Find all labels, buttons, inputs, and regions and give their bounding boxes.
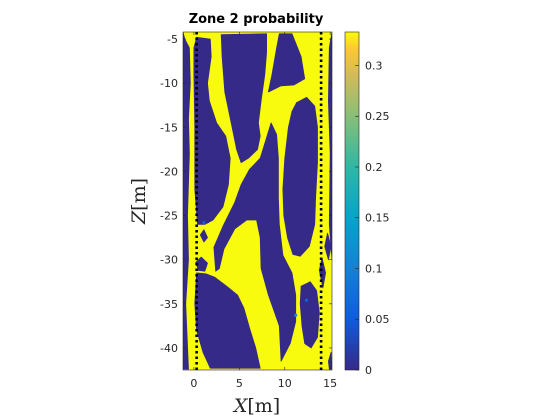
x-axis: 0 5 10 15 <box>190 32 337 390</box>
low-probability-region-15 <box>327 32 332 261</box>
y-tick-label--15: -15 <box>160 121 178 134</box>
dotted-guides <box>195 32 323 370</box>
colorbar-tick-label-6: 0.3 <box>365 59 383 72</box>
heatmap-plot <box>182 31 333 371</box>
x-tick-label-10: 10 <box>278 377 292 390</box>
x-tick-label-15: 15 <box>323 377 337 390</box>
y-tick-label--40: -40 <box>160 342 178 355</box>
low-probability-region-11 <box>199 229 208 243</box>
low-probability-region-10 <box>197 193 207 211</box>
low-probability-region-13 <box>327 351 332 370</box>
low-probability-region-12 <box>195 256 208 272</box>
colorbar-tick-label-1: 0.05 <box>365 313 390 326</box>
y-tick-label--35: -35 <box>160 298 178 311</box>
y-tick-label--5: -5 <box>167 33 178 46</box>
low-probability-region-1 <box>193 36 231 225</box>
y-axis-label-unit: [m] <box>128 178 150 211</box>
colorbar: 0 0.05 0.1 0.15 0.2 0.25 0.3 <box>344 31 390 377</box>
y-tick-label--30: -30 <box>160 254 178 267</box>
low-probability-region-4 <box>282 96 318 257</box>
y-axis-label-var: Z <box>128 210 150 225</box>
mid-probability-spot-3 <box>202 221 206 225</box>
y-tick-label--20: -20 <box>160 165 178 178</box>
colorbar-tick-label-5: 0.25 <box>365 110 390 123</box>
y-tick-label--25: -25 <box>160 210 178 223</box>
x-axis-label-unit: [m] <box>247 395 280 417</box>
x-axis-label: X[m] <box>232 395 280 417</box>
x-tick-label-5: 5 <box>236 377 243 390</box>
low-probability-region-7 <box>299 281 320 349</box>
mid-probability-spot-2 <box>304 298 309 302</box>
x-axis-label-var: X <box>232 395 249 417</box>
colorbar-tick-label-4: 0.2 <box>365 161 383 174</box>
y-tick-label--10: -10 <box>160 77 178 90</box>
colorbar-tick-label-2: 0.1 <box>365 262 383 275</box>
low-probability-region-5 <box>213 122 297 362</box>
mid-probability-spot-1 <box>294 313 298 317</box>
y-axis-label: Z[m] <box>128 178 150 225</box>
low-probability-region-2 <box>220 33 268 164</box>
x-tick-label-0: 0 <box>190 377 197 390</box>
plot-frame <box>182 31 333 371</box>
low-probability-region-6 <box>194 272 261 369</box>
chart-title: Zone 2 probability <box>189 12 324 27</box>
colorbar-tick-label-0: 0 <box>365 364 372 377</box>
colorbar-ticks: 0 0.05 0.1 0.15 0.2 0.25 0.3 <box>355 59 390 377</box>
colorbar-tick-label-3: 0.15 <box>365 212 390 225</box>
y-axis: -5 -10 -15 -20 -25 -30 -35 -40 <box>160 33 332 355</box>
probability-field <box>183 32 332 370</box>
low-probability-region-14 <box>183 32 191 370</box>
low-probability-region-3 <box>267 33 306 93</box>
